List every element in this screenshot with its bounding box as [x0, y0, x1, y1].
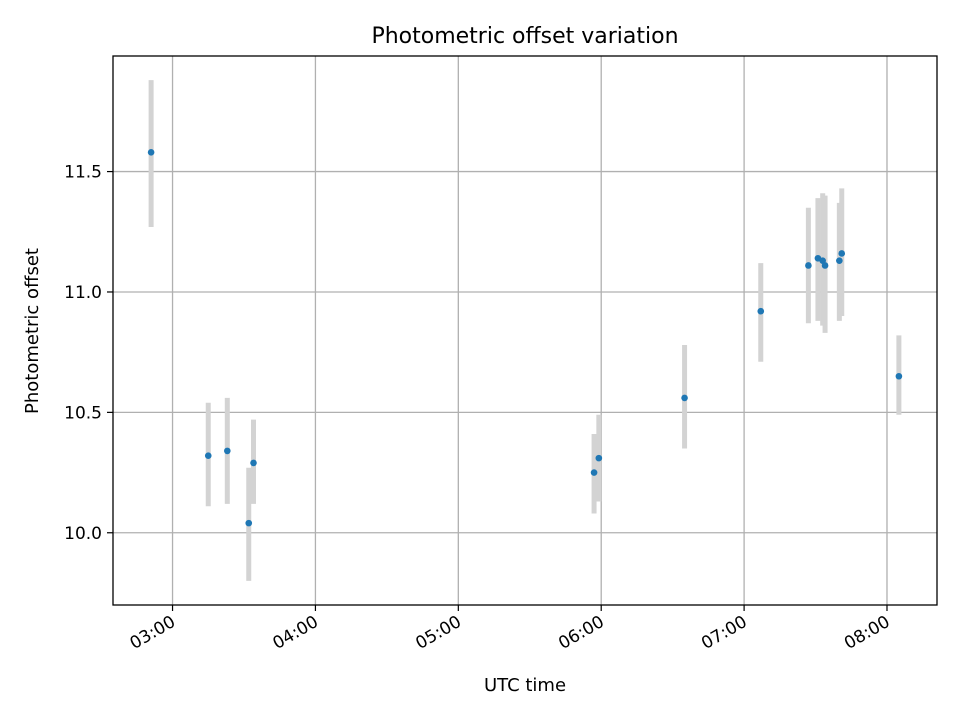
plot-frame: [112, 55, 938, 606]
data-point: [895, 372, 903, 380]
data-point: [757, 307, 765, 315]
data-point: [245, 519, 253, 527]
data-point: [821, 262, 829, 269]
data-point: [224, 447, 231, 455]
data-point: [838, 250, 846, 257]
y-tick-label: 11.5: [64, 163, 102, 183]
x-axis-label: UTC time: [484, 675, 566, 696]
data-point: [805, 262, 812, 269]
chart-title: Photometric offset variation: [371, 24, 678, 49]
data-point: [681, 394, 688, 402]
data-point: [590, 469, 598, 476]
data-point: [204, 452, 212, 460]
data-point: [250, 459, 257, 467]
data-points: [147, 149, 903, 527]
y-axis-label: Photometric offset: [22, 248, 43, 414]
data-point: [595, 454, 603, 462]
y-tick-label: 10.5: [64, 403, 102, 423]
y-axis: 10.0 10.5 11.0 11.5: [64, 163, 113, 544]
data-point: [836, 257, 843, 264]
data-point: [147, 149, 155, 156]
y-tick-label: 10.0: [64, 524, 102, 544]
y-tick-label: 11.0: [64, 283, 102, 303]
